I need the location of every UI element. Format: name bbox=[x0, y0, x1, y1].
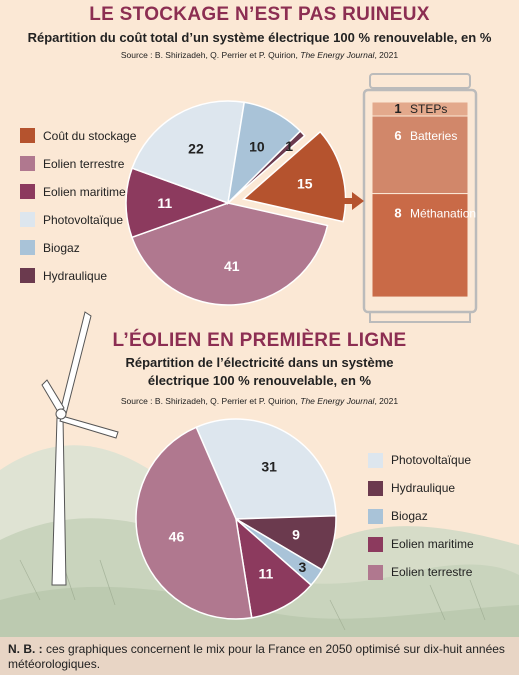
legend-swatch bbox=[20, 156, 35, 171]
data-label: 31 bbox=[261, 459, 277, 475]
footnote: N. B. : ces graphiques concernent le mix… bbox=[0, 637, 519, 675]
legend-item: Eolien terrestre bbox=[20, 152, 136, 175]
data-label: 10 bbox=[249, 139, 265, 155]
pie-slice-hydraulique bbox=[227, 129, 306, 204]
legend-item: Coût du stockage bbox=[20, 124, 136, 147]
breakdown-label: STEPs bbox=[410, 102, 447, 116]
legend-swatch bbox=[368, 536, 383, 552]
data-label: 1 bbox=[285, 138, 293, 154]
legend-swatch bbox=[20, 212, 35, 227]
chart1-legend: Coût du stockage Eolien terrestre Eolien… bbox=[20, 124, 136, 292]
breakdown-value: 6 bbox=[394, 128, 401, 143]
legend-item: Eolien maritime bbox=[368, 532, 474, 556]
legend-item: Hydraulique bbox=[20, 264, 136, 287]
data-label: 41 bbox=[224, 258, 240, 274]
data-label: 11 bbox=[157, 195, 172, 211]
data-label: 15 bbox=[297, 175, 313, 191]
breakdown-label: Méthanation bbox=[410, 207, 476, 221]
chart2-source: Source : B. Shirizadeh, Q. Perrier et P.… bbox=[120, 396, 399, 406]
legend-swatch bbox=[368, 452, 383, 468]
legend-item: Eolien maritime bbox=[20, 180, 136, 203]
legend-swatch bbox=[20, 128, 35, 143]
storage-breakdown-battery: 1 STEPs 6 Batteries 8 Méthanation bbox=[362, 73, 478, 323]
chart1-pie: 15 41 11 22 10 1 bbox=[125, 100, 347, 306]
legend-item: Photovoltaïque bbox=[20, 208, 136, 231]
legend-swatch bbox=[368, 564, 383, 580]
legend-item: Photovoltaïque bbox=[368, 448, 474, 472]
breakdown-label: Batteries bbox=[410, 129, 457, 143]
chart1-title: LE STOCKAGE N’EST PAS RUINEUX bbox=[89, 4, 430, 25]
chart2-pie: 31 9 3 11 46 bbox=[135, 418, 337, 620]
battery-foot bbox=[369, 311, 471, 323]
chart2-subtitle-line2: électrique 100 % renouvelable, en % bbox=[147, 373, 372, 388]
data-label: 3 bbox=[298, 559, 306, 575]
chart1-source: Source : B. Shirizadeh, Q. Perrier et P.… bbox=[120, 50, 399, 60]
battery-cap bbox=[369, 73, 471, 89]
wind-turbine-icon bbox=[41, 311, 119, 586]
pie-slice-eolien-terrestre bbox=[130, 202, 329, 306]
legend-item: Biogaz bbox=[368, 504, 474, 528]
arrow-right-icon bbox=[336, 192, 364, 210]
pie-slice-photovolta-que bbox=[195, 418, 337, 520]
pie-slice-photovolta-que bbox=[131, 100, 246, 205]
pie-slice-co-t-du-stockage bbox=[241, 130, 347, 223]
chart2-subtitle-line1: Répartition de l’électricité dans un sys… bbox=[125, 355, 394, 370]
data-label: 11 bbox=[259, 565, 274, 581]
legend-swatch bbox=[20, 184, 35, 199]
legend-swatch bbox=[368, 508, 383, 524]
legend-item: Hydraulique bbox=[368, 476, 474, 500]
legend-swatch bbox=[368, 480, 383, 496]
pie-slice-eolien-maritime bbox=[125, 167, 231, 239]
breakdown-segment-batteries bbox=[371, 115, 469, 195]
data-label: 46 bbox=[169, 528, 185, 544]
chart2-legend: Photovoltaïque Hydraulique Biogaz Eolien… bbox=[368, 448, 474, 588]
breakdown-segment-m-thanation bbox=[371, 193, 469, 298]
chart2-title: L’ÉOLIEN EN PREMIÈRE LIGNE bbox=[112, 330, 407, 351]
legend-swatch bbox=[20, 240, 35, 255]
legend-item: Biogaz bbox=[20, 236, 136, 259]
data-label: 22 bbox=[188, 140, 204, 156]
chart1-subtitle: Répartition du coût total d’un système é… bbox=[27, 30, 492, 45]
legend-swatch bbox=[20, 268, 35, 283]
legend-item: Eolien terrestre bbox=[368, 560, 474, 584]
pie-slice-eolien-terrestre bbox=[135, 426, 253, 620]
breakdown-value: 1 bbox=[394, 101, 401, 116]
pie-slice-eolien-maritime bbox=[234, 517, 313, 619]
breakdown-value: 8 bbox=[394, 206, 401, 221]
data-label: 9 bbox=[292, 526, 300, 542]
